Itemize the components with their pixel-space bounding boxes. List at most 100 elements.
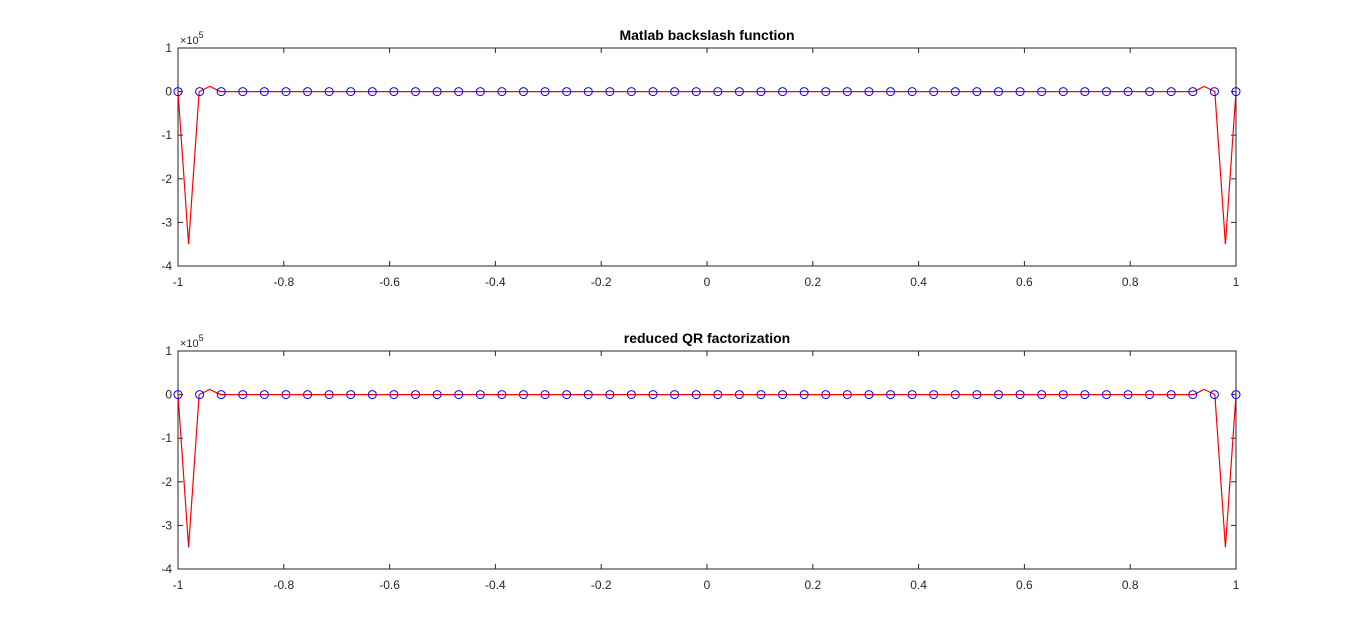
y-tick-label: 0: [165, 388, 172, 402]
data-point: [195, 87, 205, 97]
data-point: [907, 87, 917, 97]
x-tick-label: 0.6: [1016, 275, 1033, 289]
data-point: [799, 87, 809, 97]
data-point: [691, 390, 701, 400]
data-point: [432, 87, 442, 97]
data-point: [518, 390, 528, 400]
data-point: [281, 390, 291, 400]
data-point: [821, 87, 831, 97]
data-point: [648, 390, 658, 400]
data-point: [540, 390, 550, 400]
data-point: [1166, 87, 1176, 97]
data-point: [324, 390, 334, 400]
x-tick-label: -1: [173, 275, 184, 289]
x-tick-label: -0.2: [591, 578, 612, 592]
axes-box: [177, 350, 1237, 570]
y-tick-label: -3: [161, 215, 172, 229]
data-point: [821, 390, 831, 400]
data-point: [886, 390, 896, 400]
y-tick-label: -1: [161, 128, 172, 142]
y-tick-label: -4: [161, 562, 172, 576]
x-tick-label: 0: [704, 275, 711, 289]
data-point: [842, 87, 852, 97]
y-tick-label: 1: [165, 41, 172, 55]
data-point: [1080, 390, 1090, 400]
x-tick-label: -0.8: [273, 578, 294, 592]
data-point: [1231, 87, 1241, 97]
data-point: [475, 87, 485, 97]
x-tick-label: 0.4: [910, 578, 927, 592]
y-tick-label: -1: [161, 431, 172, 445]
data-point: [713, 390, 723, 400]
data-point: [1209, 87, 1219, 97]
data-point: [346, 390, 356, 400]
data-point: [475, 390, 485, 400]
data-point: [886, 87, 896, 97]
data-point: [950, 87, 960, 97]
subplot-bottom: -1 -0.8 -0.6 -0.4 -0.2 0 0.2 0.4 0.6 0.8 1 -4 -3 -2 -1…: [161, 330, 1241, 592]
x-tick-label: -0.6: [379, 275, 400, 289]
data-point: [497, 87, 507, 97]
data-point: [670, 390, 680, 400]
data-point: [1037, 390, 1047, 400]
x-tick-label: 1: [1233, 578, 1240, 592]
data-point: [605, 390, 615, 400]
x-tick-label: 0.2: [804, 275, 821, 289]
data-point: [454, 87, 464, 97]
data-point: [734, 390, 744, 400]
data-point: [713, 87, 723, 97]
data-point: [605, 87, 615, 97]
data-point: [1166, 390, 1176, 400]
data-point: [432, 390, 442, 400]
x-tick-label: -0.4: [485, 578, 506, 592]
data-point: [756, 390, 766, 400]
data-point: [216, 390, 226, 400]
data-point: [303, 87, 313, 97]
data-point: [993, 87, 1003, 97]
data-point: [367, 390, 377, 400]
data-point: [626, 390, 636, 400]
data-point: [216, 87, 226, 97]
chart-title: Matlab backslash function: [619, 27, 794, 43]
data-point: [864, 390, 874, 400]
data-point: [583, 390, 593, 400]
y-tick-label: -2: [161, 172, 172, 186]
data-point: [799, 390, 809, 400]
data-point: [389, 390, 399, 400]
data-point: [1123, 390, 1133, 400]
x-tick-label: 0.2: [804, 578, 821, 592]
x-tick-label: 1: [1233, 275, 1240, 289]
data-point: [259, 87, 269, 97]
data-point: [1145, 390, 1155, 400]
x-tick-label: 0.4: [910, 275, 927, 289]
x-tick-label: -0.6: [379, 578, 400, 592]
data-point: [389, 87, 399, 97]
data-point: [259, 390, 269, 400]
data-point: [562, 390, 572, 400]
data-point: [1015, 390, 1025, 400]
series-line: [177, 388, 1237, 548]
x-tick-label: -0.8: [273, 275, 294, 289]
x-tick-label: -0.2: [591, 275, 612, 289]
y-exponent-label: ×105: [180, 333, 204, 350]
y-tick-label: -4: [161, 259, 172, 273]
data-point: [778, 390, 788, 400]
data-point: [1101, 87, 1111, 97]
data-point: [454, 390, 464, 400]
data-point: [411, 87, 421, 97]
data-point: [411, 390, 421, 400]
data-point: [1145, 87, 1155, 97]
x-tick-label: 0.8: [1122, 578, 1139, 592]
data-point: [929, 87, 939, 97]
x-tick-label: 0.6: [1016, 578, 1033, 592]
data-point: [1058, 87, 1068, 97]
data-point: [670, 87, 680, 97]
data-point: [1058, 390, 1068, 400]
data-point: [497, 390, 507, 400]
data-point: [324, 87, 334, 97]
data-point: [173, 87, 183, 97]
y-exponent-label: ×105: [180, 30, 204, 47]
x-tick-label: 0.8: [1122, 275, 1139, 289]
data-point: [583, 87, 593, 97]
